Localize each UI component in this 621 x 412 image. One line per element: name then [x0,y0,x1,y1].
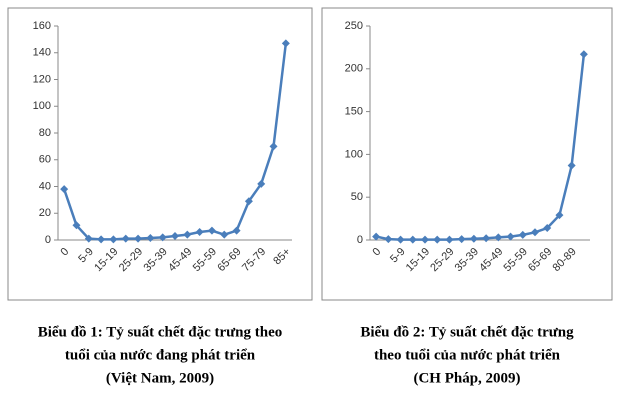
data-point [555,211,564,220]
x-tick-label: 45-49 [166,246,194,274]
y-tick-label: 100 [33,100,51,112]
data-point [134,234,143,243]
x-tick-label: 80-89 [550,246,578,274]
data-point [269,142,278,151]
y-tick-label: 0 [45,234,51,246]
caption: (CH Pháp, 2009) [413,370,520,386]
y-tick-label: 80 [39,127,51,139]
x-tick-label: 5-9 [76,246,96,266]
x-tick-label: 85+ [271,246,293,268]
chart-frame [321,7,613,301]
data-line [375,54,586,241]
data-line [62,43,288,241]
data-point [183,230,192,239]
x-tick-label: 55-59 [502,246,530,274]
y-tick-label: 120 [33,73,51,85]
data-point [281,39,290,48]
data-point [207,226,216,235]
x-tick-label: 25-29 [428,246,456,274]
data-point [567,161,576,170]
data-point [195,227,204,236]
data-point [531,228,539,237]
data-point [372,232,381,241]
data-point [408,235,417,244]
y-tick-label: 20 [39,207,51,219]
data-point [171,231,179,240]
chart-frame [7,7,313,301]
data-point [384,235,393,244]
data-point [244,197,253,206]
caption: (Việt Nam, 2009) [106,370,214,386]
data-point [121,234,130,243]
data-point [257,179,266,188]
y-tick-label: 100 [345,148,363,160]
data-point [433,235,442,244]
x-tick-label: 35-39 [141,246,169,274]
x-tick-label: 75-79 [240,246,268,274]
x-tick-label: 55-59 [191,246,219,274]
data-point [396,235,405,244]
data-point [482,234,491,243]
y-tick-label: 250 [345,20,363,32]
data-point [457,235,466,244]
y-tick-label: 200 [345,63,363,75]
x-tick-label: 15-19 [404,246,432,274]
y-tick-label: 60 [39,154,51,166]
y-tick-label: 140 [33,47,51,59]
data-point [421,235,429,244]
data-point [109,235,118,244]
data-point [445,235,454,244]
caption: Biểu đồ 1: Tỷ suất chết đặc trưng theo [38,324,283,340]
data-point [158,233,167,242]
data-point [97,235,106,244]
data-point [506,232,515,241]
y-tick-label: 40 [39,180,51,192]
caption: theo tuổi của nước phát triển [374,347,561,363]
x-tick-label: 35-39 [453,246,481,274]
x-tick-label: 45-49 [477,246,505,274]
data-point [579,50,588,59]
data-point [146,233,155,242]
data-point [84,234,93,243]
x-tick-label: 0 [370,246,383,259]
y-tick-label: 0 [357,234,363,246]
x-tick-label: 25-29 [117,246,145,274]
y-tick-label: 50 [351,191,363,203]
data-point [220,230,229,239]
x-tick-label: 5-9 [388,246,408,266]
data-point [494,233,503,242]
x-tick-label: 0 [59,246,72,259]
y-tick-label: 160 [33,20,51,32]
data-point [518,230,527,239]
y-tick-label: 150 [345,106,363,118]
caption: tuổi của nước đang phát triển [65,347,256,363]
caption: Biểu đồ 2: Tỷ suất chết đặc trưng [360,324,574,340]
x-tick-label: 65-69 [215,246,243,274]
data-point [72,221,81,230]
data-point [60,185,69,194]
data-point [469,234,478,243]
data-point [232,226,241,235]
x-tick-label: 65-69 [526,246,554,274]
x-tick-label: 15-19 [92,246,120,274]
data-point [543,224,552,233]
